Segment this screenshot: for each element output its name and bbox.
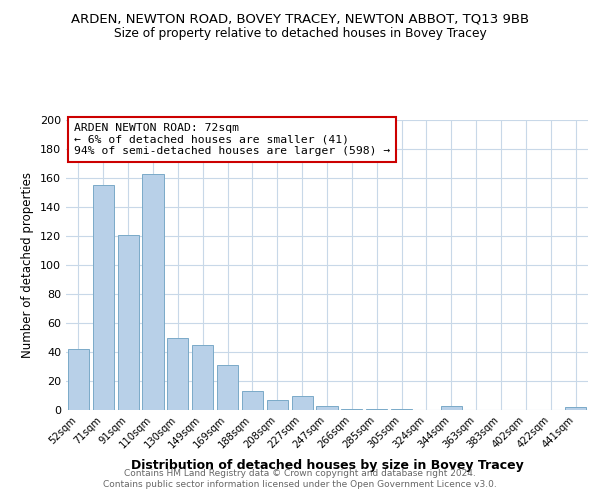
Text: ARDEN NEWTON ROAD: 72sqm
← 6% of detached houses are smaller (41)
94% of semi-de: ARDEN NEWTON ROAD: 72sqm ← 6% of detache… — [74, 123, 390, 156]
Bar — [565, 407, 586, 410]
Bar — [292, 396, 313, 410]
Bar — [93, 185, 114, 410]
Bar — [167, 338, 188, 410]
Bar — [192, 345, 213, 410]
Bar — [242, 391, 263, 410]
Text: Contains public sector information licensed under the Open Government Licence v3: Contains public sector information licen… — [103, 480, 497, 489]
Text: Size of property relative to detached houses in Bovey Tracey: Size of property relative to detached ho… — [113, 28, 487, 40]
Bar — [118, 234, 139, 410]
Bar — [217, 365, 238, 410]
Text: Contains HM Land Registry data © Crown copyright and database right 2024.: Contains HM Land Registry data © Crown c… — [124, 468, 476, 477]
Bar — [142, 174, 164, 410]
Bar — [68, 349, 89, 410]
Bar — [267, 400, 288, 410]
Bar — [441, 406, 462, 410]
X-axis label: Distribution of detached houses by size in Bovey Tracey: Distribution of detached houses by size … — [131, 459, 523, 472]
Bar — [341, 408, 362, 410]
Bar — [316, 406, 338, 410]
Y-axis label: Number of detached properties: Number of detached properties — [22, 172, 34, 358]
Text: ARDEN, NEWTON ROAD, BOVEY TRACEY, NEWTON ABBOT, TQ13 9BB: ARDEN, NEWTON ROAD, BOVEY TRACEY, NEWTON… — [71, 12, 529, 26]
Bar — [366, 408, 387, 410]
Bar — [391, 408, 412, 410]
